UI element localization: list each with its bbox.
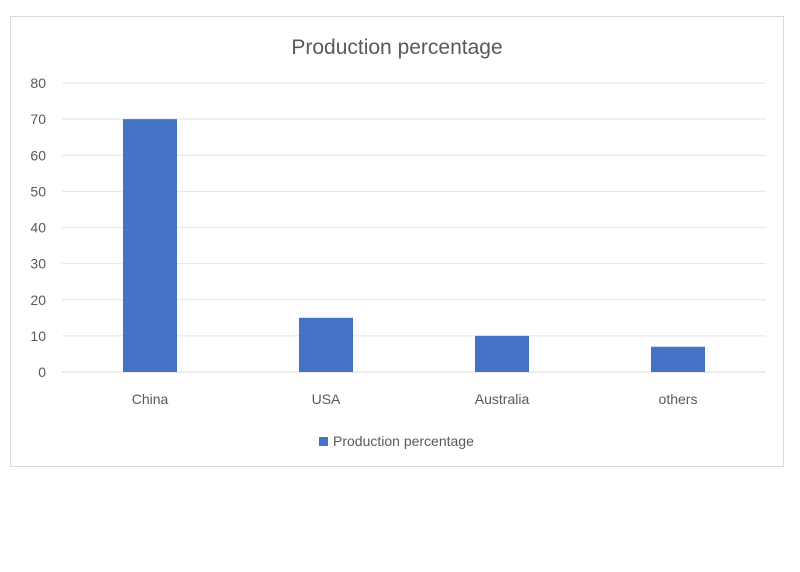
legend-label: Production percentage [333, 433, 474, 449]
y-axis-ticks: 0 10 20 30 40 50 60 70 80 [30, 75, 46, 380]
y-tick-label: 70 [30, 111, 46, 127]
x-tick-label: Australia [475, 391, 530, 407]
y-tick-label: 40 [30, 220, 46, 236]
y-tick-label: 60 [30, 147, 46, 163]
bars [123, 119, 705, 372]
x-tick-label: others [659, 391, 698, 407]
y-tick-label: 10 [30, 328, 46, 344]
legend-swatch [319, 437, 328, 446]
x-axis-ticks: China USA Australia others [132, 391, 698, 407]
bar-china [123, 119, 177, 372]
y-tick-label: 20 [30, 292, 46, 308]
chart-title: Production percentage [291, 36, 502, 59]
gridlines [62, 82, 766, 373]
bar-others [651, 346, 705, 372]
x-tick-label: China [132, 391, 169, 407]
y-tick-label: 30 [30, 256, 46, 272]
x-tick-label: USA [312, 391, 341, 407]
y-tick-label: 0 [38, 364, 46, 380]
bar-australia [475, 335, 529, 372]
y-tick-label: 50 [30, 183, 46, 199]
bar-usa [299, 317, 353, 372]
y-tick-label: 80 [30, 75, 46, 91]
legend: Production percentage [319, 433, 474, 449]
